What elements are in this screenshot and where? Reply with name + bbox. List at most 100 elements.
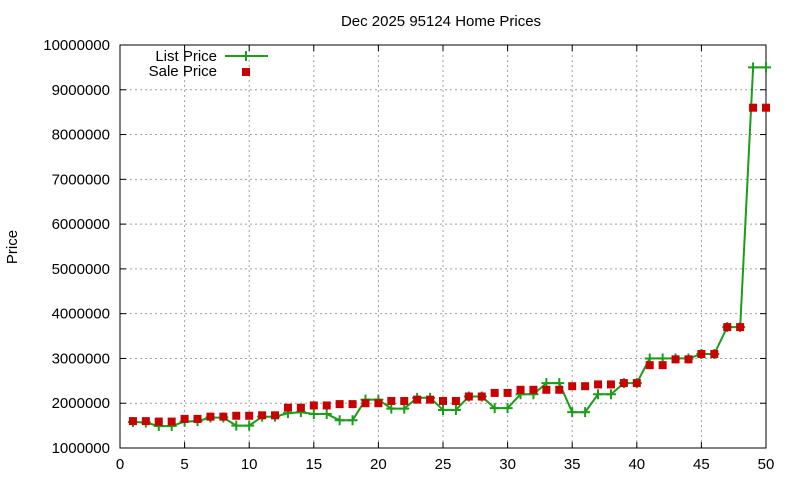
x-tick-label: 10 [241,456,258,473]
sale-price-point [128,417,137,426]
sale-price-point [632,379,641,388]
list-price-point [321,408,332,419]
sale-price-point [684,355,693,364]
sale-price-point [749,103,758,112]
sale-price-point [193,414,202,423]
sale-price-point [477,392,486,401]
legend-label-sale-price: Sale Price [149,63,217,80]
y-tick-label: 7000000 [52,171,110,188]
sale-price-point [206,412,215,421]
list-price-point [386,403,397,414]
sale-price-point [581,382,590,391]
sale-price-point [400,396,409,405]
x-tick-label: 30 [499,456,516,473]
sale-price-point [180,414,189,423]
sale-price-point [258,411,267,420]
list-price-point [748,62,759,73]
sale-price-point [516,385,525,394]
x-tick-label: 15 [305,456,322,473]
y-tick-label: 5000000 [52,261,110,278]
series-layer [127,62,771,432]
y-axis-label: Price [4,230,21,264]
sale-price-point [645,361,654,370]
sale-price-point [464,392,473,401]
sale-price-point [335,400,344,409]
list-price-point [308,408,319,419]
y-tick-label: 3000000 [52,350,110,367]
list-price-point [399,403,410,414]
y-tick-label: 1000000 [52,440,110,457]
x-tick-label: 0 [116,456,124,473]
x-tick-label: 25 [435,456,452,473]
list-price-point [580,407,591,418]
sale-price-point [723,323,732,332]
sale-price-point [309,401,318,410]
sale-price-point [490,388,499,397]
sale-price-point [283,403,292,412]
legend-marker-sale-price [242,68,250,76]
x-tick-label: 45 [693,456,710,473]
y-tick-label: 2000000 [52,395,110,412]
sale-price-point [413,395,422,404]
list-price-point [438,404,448,415]
list-price-point [593,389,604,400]
x-tick-label: 40 [628,456,645,473]
sale-price-point [451,396,460,405]
sale-price-point [387,396,396,405]
grid-lines [120,45,766,448]
list-price-point [347,415,358,426]
list-price-point [244,420,255,431]
list-price-point [567,407,578,418]
list-price-point [502,403,513,414]
list-price-point [450,404,461,415]
sale-price-point [232,411,241,420]
sale-price-point [762,103,770,112]
sale-price-point [568,382,577,391]
sale-price-point [439,396,447,405]
sale-price-point [658,361,667,370]
y-tick-label: 8000000 [52,127,110,144]
sale-price-point [426,395,435,404]
legend-label-list-price: List Price [155,48,217,65]
x-tick-label: 20 [370,456,387,473]
sale-price-point [374,399,383,408]
legend-marker-list-price [241,51,251,61]
sale-price-point [736,323,745,332]
sale-price-point [710,349,719,358]
sale-price-point [555,385,564,394]
sale-price-point [154,417,163,426]
sale-price-point [141,417,150,426]
sale-price-point [271,411,280,420]
x-tick-label: 50 [758,456,775,473]
list-price-point [231,420,242,431]
sale-price-point [322,401,331,410]
sale-price-point [594,380,603,389]
list-price-point [761,62,771,73]
list-price-point [605,389,616,400]
sale-price-point [697,349,706,358]
sale-price-point [503,388,512,397]
y-tick-label: 6000000 [52,216,110,233]
sale-price-point [619,379,628,388]
sale-price-point [606,380,615,389]
sale-price-point [167,417,176,426]
list-price-point [489,403,500,414]
sale-price-point [361,399,370,408]
sale-price-point [348,400,357,409]
y-tick-label: 4000000 [52,306,110,323]
axis-ticks: 0 5 10 15 20 25 30 35 40 45 50 1000000 2000000 300000… [43,37,774,473]
x-tick-label: 5 [180,456,188,473]
sale-price-point [245,411,254,420]
sale-price-point [296,403,305,412]
y-tick-label: 9000000 [52,82,110,99]
list-price-line [132,66,766,428]
sale-price-point [529,385,538,394]
list-price-point [334,415,345,426]
sale-price-point [219,412,228,421]
sale-price-point [671,355,680,364]
x-tick-label: 35 [564,456,581,473]
sale-price-point [542,385,551,394]
chart-title: Dec 2025 95124 Home Prices [341,13,541,30]
